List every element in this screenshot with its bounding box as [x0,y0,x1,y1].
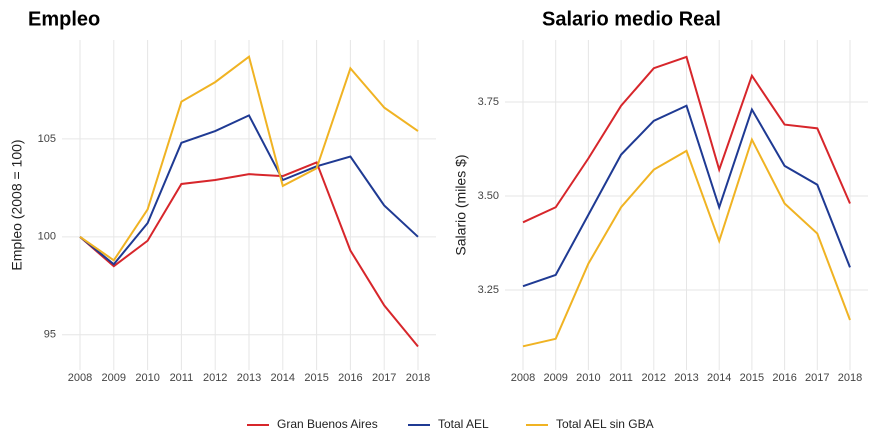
x-tick-label: 2018 [838,372,862,384]
x-tick-label: 2008 [511,372,535,384]
y-tick-label: 3.50 [478,190,499,202]
x-tick-label: 2009 [102,372,126,384]
line [79,54,419,262]
line [522,136,851,348]
legend-label: Gran Buenos Aires [277,417,378,431]
x-tick-label: 2017 [805,372,829,384]
line [522,55,851,224]
x-tick-label: 2009 [543,372,567,384]
line [79,161,419,348]
y-tick-label: 95 [44,329,56,341]
chart-title: Empleo [28,8,100,30]
x-tick-label: 2018 [406,372,430,384]
x-tick-label: 2015 [304,372,328,384]
x-tick-label: 2017 [372,372,396,384]
y-tick-label: 3.25 [478,284,499,296]
y-tick-label: 3.75 [478,96,499,108]
x-tick-label: 2008 [68,372,92,384]
x-tick-label: 2010 [576,372,600,384]
y-axis-label: Salario (miles $) [453,154,469,255]
line [79,114,419,266]
x-tick-label: 2016 [772,372,796,384]
y-axis-label: Empleo (2008 = 100) [9,139,25,270]
x-tick-label: 2013 [237,372,261,384]
x-tick-label: 2016 [338,372,362,384]
x-tick-label: 2012 [203,372,227,384]
x-tick-label: 2012 [642,372,666,384]
x-tick-label: 2011 [170,372,194,384]
x-tick-label: 2013 [674,372,698,384]
line [522,104,851,288]
legend-label: Total AEL [438,417,489,431]
chart-title: Salario medio Real [542,8,721,30]
x-tick-label: 2011 [609,372,633,384]
y-tick-label: 105 [38,133,56,145]
x-tick-label: 2015 [740,372,764,384]
x-tick-label: 2014 [707,372,731,384]
y-tick-label: 100 [38,231,56,243]
x-tick-label: 2014 [271,372,295,384]
x-tick-label: 2010 [135,372,159,384]
legend-label: Total AEL sin GBA [556,417,654,431]
